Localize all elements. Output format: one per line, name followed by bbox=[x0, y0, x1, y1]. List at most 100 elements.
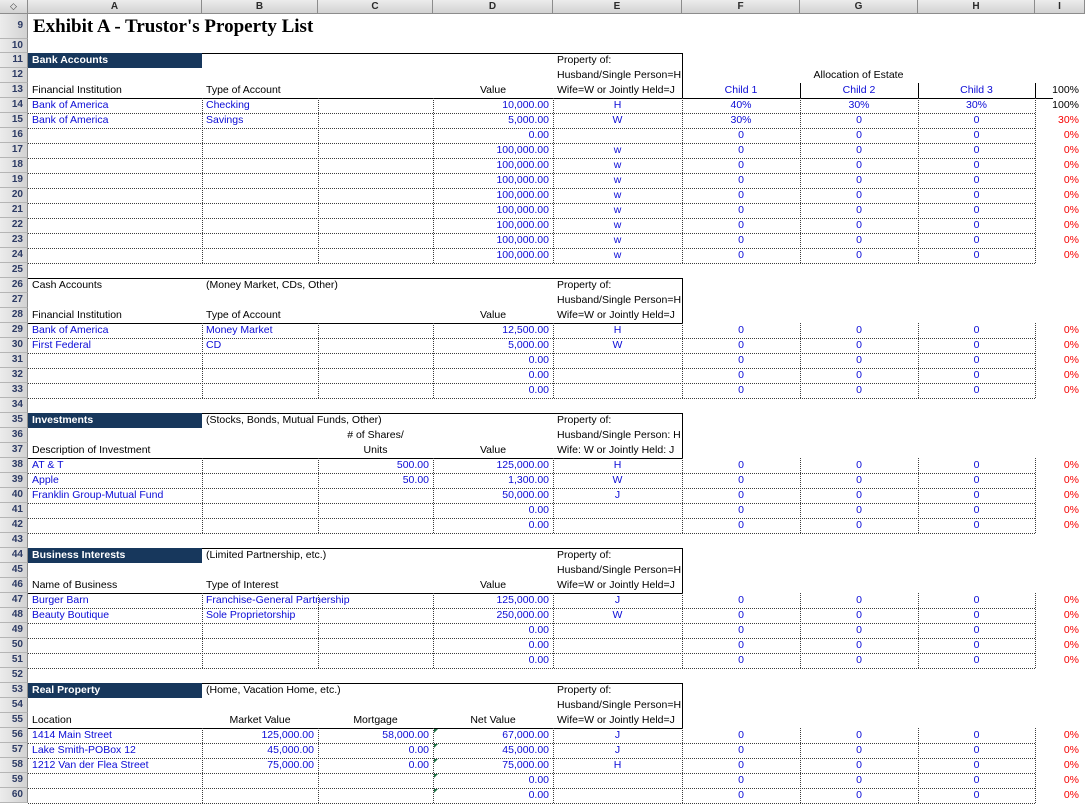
cell-E57[interactable]: J bbox=[614, 744, 621, 756]
property-legend-line[interactable]: Husband/Single Person: H bbox=[557, 429, 681, 441]
cell-F33[interactable]: 0 bbox=[738, 384, 744, 396]
cell-H42[interactable]: 0 bbox=[973, 519, 980, 531]
column-label[interactable]: Value bbox=[479, 84, 507, 96]
cell-C56[interactable]: 58,000.00 bbox=[382, 729, 429, 741]
cell-C38[interactable]: 500.00 bbox=[396, 459, 429, 471]
cell-F51[interactable]: 0 bbox=[738, 654, 744, 666]
row-header-35[interactable]: 35 bbox=[0, 413, 28, 428]
row-header-33[interactable]: 33 bbox=[0, 383, 28, 398]
cell-D15[interactable]: 5,000.00 bbox=[508, 114, 549, 126]
property-legend-line[interactable]: Husband/Single Person=H bbox=[557, 69, 682, 81]
cell-H30[interactable]: 0 bbox=[973, 339, 980, 351]
cell-E21[interactable]: w bbox=[613, 204, 622, 216]
row-header-30[interactable]: 30 bbox=[0, 338, 28, 353]
cell-I15[interactable]: 30% bbox=[1057, 114, 1079, 126]
cell-H31[interactable]: 0 bbox=[973, 354, 980, 366]
cell-F56[interactable]: 0 bbox=[738, 729, 744, 741]
cell-A14[interactable]: Bank of America bbox=[32, 99, 109, 111]
row-header-46[interactable]: 46 bbox=[0, 578, 28, 593]
column-label[interactable]: Units bbox=[363, 444, 388, 456]
cell-C57[interactable]: 0.00 bbox=[408, 744, 429, 756]
row-header-51[interactable]: 51 bbox=[0, 653, 28, 668]
row-header-16[interactable]: 16 bbox=[0, 128, 28, 143]
cell-E20[interactable]: w bbox=[613, 189, 622, 201]
cell-H20[interactable]: 0 bbox=[973, 189, 980, 201]
column-label[interactable]: Value bbox=[479, 444, 507, 456]
cell-A48[interactable]: Beauty Boutique bbox=[32, 609, 110, 621]
property-legend-line[interactable]: Wife=W or Jointly Held=J bbox=[557, 84, 675, 96]
cell-G59[interactable]: 0 bbox=[856, 774, 862, 786]
row-header-56[interactable]: 56 bbox=[0, 728, 28, 743]
cell-I16[interactable]: 0% bbox=[1063, 129, 1079, 141]
column-label[interactable]: Mortgage bbox=[353, 714, 398, 726]
cell-F50[interactable]: 0 bbox=[738, 639, 744, 651]
row-header-32[interactable]: 32 bbox=[0, 368, 28, 383]
allocation-total-label[interactable]: 100% bbox=[1052, 84, 1079, 96]
column-label[interactable]: Value bbox=[479, 579, 507, 591]
row-header-25[interactable]: 25 bbox=[0, 263, 28, 278]
property-legend-line[interactable]: Property of: bbox=[557, 54, 612, 66]
row-header-15[interactable]: 15 bbox=[0, 113, 28, 128]
cell-E15[interactable]: W bbox=[612, 114, 623, 126]
row-header-41[interactable]: 41 bbox=[0, 503, 28, 518]
row-header-53[interactable]: 53 bbox=[0, 683, 28, 698]
cell-D29[interactable]: 12,500.00 bbox=[502, 324, 549, 336]
column-label[interactable]: Type of Account bbox=[206, 309, 281, 321]
cell-A47[interactable]: Burger Barn bbox=[32, 594, 89, 606]
cell-I24[interactable]: 0% bbox=[1063, 249, 1079, 261]
cell-G19[interactable]: 0 bbox=[856, 174, 862, 186]
cell-F18[interactable]: 0 bbox=[738, 159, 744, 171]
section-note-investments[interactable]: (Stocks, Bonds, Mutual Funds, Other) bbox=[206, 414, 382, 426]
column-header-H[interactable]: H bbox=[918, 0, 1035, 14]
select-all-corner[interactable]: ◇ bbox=[0, 0, 28, 14]
cell-F15[interactable]: 30% bbox=[730, 114, 752, 126]
row-header-58[interactable]: 58 bbox=[0, 758, 28, 773]
column-label[interactable]: Type of Interest bbox=[206, 579, 279, 591]
cell-B29[interactable]: Money Market bbox=[206, 324, 273, 336]
cell-A38[interactable]: AT & T bbox=[32, 459, 64, 471]
cell-D30[interactable]: 5,000.00 bbox=[508, 339, 549, 351]
cell-I39[interactable]: 0% bbox=[1063, 474, 1079, 486]
cell-H48[interactable]: 0 bbox=[973, 609, 980, 621]
cell-G40[interactable]: 0 bbox=[856, 489, 862, 501]
row-header-17[interactable]: 17 bbox=[0, 143, 28, 158]
cell-D38[interactable]: 125,000.00 bbox=[496, 459, 549, 471]
row-header-11[interactable]: 11 bbox=[0, 53, 28, 68]
cell-D41[interactable]: 0.00 bbox=[528, 504, 549, 516]
cell-F42[interactable]: 0 bbox=[738, 519, 744, 531]
section-note-real-property[interactable]: (Home, Vacation Home, etc.) bbox=[206, 684, 341, 696]
cell-F47[interactable]: 0 bbox=[738, 594, 744, 606]
cell-I22[interactable]: 0% bbox=[1063, 219, 1079, 231]
cell-F57[interactable]: 0 bbox=[738, 744, 744, 756]
cell-B15[interactable]: Savings bbox=[206, 114, 244, 126]
row-header-18[interactable]: 18 bbox=[0, 158, 28, 173]
cell-I49[interactable]: 0% bbox=[1063, 624, 1079, 636]
cell-D17[interactable]: 100,000.00 bbox=[496, 144, 549, 156]
row-header-10[interactable]: 10 bbox=[0, 39, 28, 53]
property-legend-line[interactable]: Property of: bbox=[557, 279, 612, 291]
cell-I32[interactable]: 0% bbox=[1063, 369, 1079, 381]
cell-E30[interactable]: W bbox=[612, 339, 623, 351]
row-header-13[interactable]: 13 bbox=[0, 83, 28, 98]
cell-H51[interactable]: 0 bbox=[973, 654, 980, 666]
cell-H29[interactable]: 0 bbox=[973, 324, 980, 336]
cell-I58[interactable]: 0% bbox=[1063, 759, 1079, 771]
cell-D32[interactable]: 0.00 bbox=[528, 369, 549, 381]
cell-I33[interactable]: 0% bbox=[1063, 384, 1079, 396]
property-legend-line[interactable]: Property of: bbox=[557, 414, 612, 426]
row-header-39[interactable]: 39 bbox=[0, 473, 28, 488]
property-legend-line[interactable]: Husband/Single Person=H bbox=[557, 294, 682, 306]
column-header-D[interactable]: D bbox=[433, 0, 553, 14]
cell-E18[interactable]: w bbox=[613, 159, 622, 171]
cell-H60[interactable]: 0 bbox=[973, 789, 980, 801]
cell-B48[interactable]: Sole Proprietorship bbox=[206, 609, 296, 621]
row-header-31[interactable]: 31 bbox=[0, 353, 28, 368]
cell-H16[interactable]: 0 bbox=[973, 129, 980, 141]
row-header-49[interactable]: 49 bbox=[0, 623, 28, 638]
cell-I48[interactable]: 0% bbox=[1063, 609, 1079, 621]
row-header-22[interactable]: 22 bbox=[0, 218, 28, 233]
cell-D22[interactable]: 100,000.00 bbox=[496, 219, 549, 231]
cell-B30[interactable]: CD bbox=[206, 339, 222, 351]
cell-H50[interactable]: 0 bbox=[973, 639, 980, 651]
section-header-investments[interactable]: Investments bbox=[28, 413, 202, 428]
